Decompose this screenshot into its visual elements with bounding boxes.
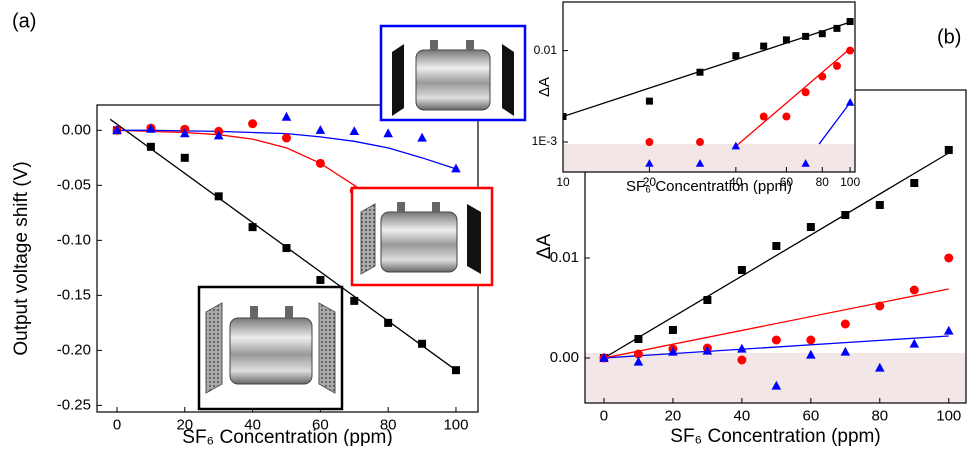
y-tick-label: 0.01 [534,43,558,57]
noise-band [563,144,855,172]
marker [384,319,392,327]
marker [841,211,849,219]
x-axis-label: SF₆ Concentration (ppm) [182,427,392,446]
marker [783,36,790,43]
noise-band [585,353,966,403]
x-tick-label: 80 [816,175,830,189]
marker [944,254,953,263]
plate [361,204,375,274]
x-axis-label: SF₆ Concentration (ppm) [626,178,792,195]
sensor-inset-red [352,188,492,285]
y-tick-label: -0.15 [57,286,91,303]
sensor-inset-black [199,287,342,409]
marker [645,138,653,146]
marker [316,276,324,284]
marker [910,179,918,187]
marker [350,297,358,305]
marker [802,88,810,96]
marker [452,366,460,374]
y-tick-label: 1E-3 [532,134,558,148]
y-tick-label: -0.10 [57,231,91,248]
y-tick-label: -0.05 [57,176,91,193]
x-tick-label: 80 [871,407,888,424]
cylinder [230,318,312,384]
marker [772,242,780,250]
cylinder [416,50,490,110]
plate [319,303,335,393]
x-tick-label: 60 [802,407,819,424]
marker [316,159,325,168]
cap [432,202,440,213]
x-tick-label: 20 [665,407,682,424]
marker [846,47,854,55]
marker [732,52,739,59]
x-axis-label: SF₆ Concentration (ppm) [670,426,880,446]
cap [285,306,293,318]
plate [206,303,222,393]
marker [147,143,155,151]
marker [738,266,746,274]
marker [841,320,850,329]
y-tick-label: -0.20 [57,341,91,358]
panel-label: (a) [12,10,36,32]
marker [833,62,841,70]
y-tick-label: 0.00 [62,121,91,138]
y-axis-label: Output voltage shift (V) [11,161,32,355]
marker [248,119,257,128]
marker [772,336,781,345]
page: 0204060801000.00-0.05-0.10-0.15-0.20-0.2… [0,0,969,451]
x-tick-label: 100 [936,407,961,424]
cap [466,40,474,51]
marker [737,356,746,365]
figure: 0204060801000.00-0.05-0.10-0.15-0.20-0.2… [0,0,969,446]
cap [430,40,438,51]
sensor-inset-blue [381,26,525,120]
marker [782,113,790,121]
y-axis-label: ΔA [536,77,553,97]
x-tick-label: 40 [734,407,751,424]
marker [282,134,291,143]
marker [249,223,257,231]
marker [696,138,704,146]
x-tick-label: 0 [113,416,121,433]
cap [250,306,258,318]
marker [418,340,426,348]
marker [806,336,815,345]
marker [818,73,826,81]
marker [847,18,854,25]
plate [467,204,481,274]
marker [181,154,189,162]
y-tick-label: 0.00 [550,349,579,366]
marker [819,30,826,37]
y-tick-label: -0.25 [57,396,91,413]
panel-label: (b) [937,26,961,48]
marker [282,244,290,252]
marker [646,98,653,105]
cap [397,202,405,213]
marker [875,302,884,311]
marker [945,146,953,154]
marker [807,223,815,231]
marker [910,286,919,295]
plate [502,44,514,116]
cylinder [381,212,457,272]
x-tick-label: 10 [556,175,570,189]
marker [760,113,768,121]
marker [833,25,840,32]
marker [802,33,809,40]
marker [876,201,884,209]
marker [696,69,703,76]
marker [634,335,642,343]
x-tick-label: 0 [600,407,608,424]
plate [392,44,404,116]
y-axis-label: ΔA [534,233,555,259]
marker [669,326,677,334]
marker [760,43,767,50]
marker [215,192,223,200]
marker [703,296,711,304]
x-tick-label: 100 [840,175,860,189]
x-tick-label: 100 [443,416,468,433]
